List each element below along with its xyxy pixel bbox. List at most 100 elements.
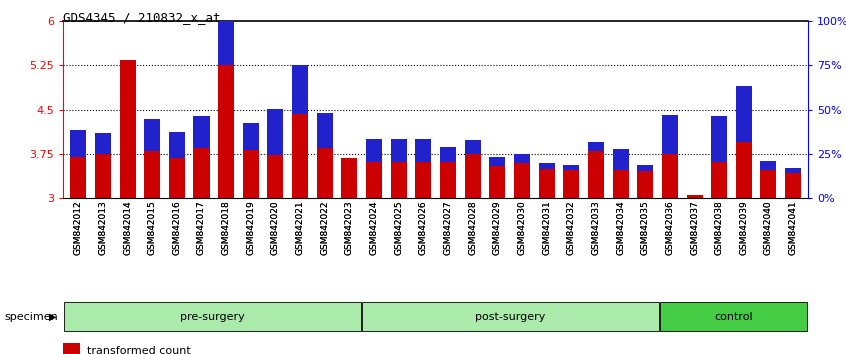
Bar [464, 154, 481, 198]
Text: GSM842028: GSM842028 [468, 200, 477, 255]
Text: GSM842016: GSM842016 [173, 200, 181, 255]
Text: GSM842024: GSM842024 [370, 200, 378, 255]
Text: pre-surgery: pre-surgery [180, 312, 244, 322]
Bar [316, 113, 332, 148]
Bar [70, 157, 86, 198]
Bar [660, 302, 807, 331]
Text: GSM842041: GSM842041 [788, 200, 798, 255]
Bar [144, 119, 160, 151]
Text: GSM842038: GSM842038 [715, 200, 723, 255]
Bar [292, 114, 308, 198]
Text: GSM842026: GSM842026 [419, 200, 428, 255]
Text: GSM842029: GSM842029 [493, 200, 502, 255]
Text: GSM842017: GSM842017 [197, 200, 206, 255]
Text: GSM842040: GSM842040 [764, 200, 773, 255]
Text: control: control [714, 312, 753, 322]
Text: GSM842018: GSM842018 [222, 200, 231, 255]
Text: GSM842038: GSM842038 [715, 200, 723, 255]
Bar [362, 302, 658, 331]
Text: GSM842027: GSM842027 [443, 200, 453, 255]
Text: GSM842034: GSM842034 [616, 200, 625, 255]
Bar [662, 115, 678, 154]
Text: GSM842036: GSM842036 [666, 200, 674, 255]
Text: GSM842041: GSM842041 [788, 200, 798, 255]
Text: GSM842033: GSM842033 [591, 200, 601, 255]
Bar [588, 142, 604, 151]
Bar [736, 142, 752, 198]
Text: GSM842020: GSM842020 [271, 200, 280, 255]
Bar [366, 162, 382, 198]
Text: GSM842024: GSM842024 [370, 200, 378, 255]
Bar [64, 302, 360, 331]
Text: GSM842031: GSM842031 [542, 200, 551, 255]
Bar [366, 139, 382, 162]
Text: GSM842022: GSM842022 [321, 200, 329, 255]
Bar [95, 133, 111, 154]
Text: GSM842020: GSM842020 [271, 200, 280, 255]
Bar [563, 165, 580, 170]
Bar [95, 154, 111, 198]
Bar [342, 158, 357, 198]
Bar [267, 155, 283, 198]
Text: post-surgery: post-surgery [475, 312, 546, 322]
Text: GSM842032: GSM842032 [567, 200, 576, 255]
Bar [169, 158, 185, 198]
Bar [761, 161, 777, 170]
Text: GSM842013: GSM842013 [98, 200, 107, 255]
Bar [662, 154, 678, 198]
Text: GSM842021: GSM842021 [295, 200, 305, 255]
Text: transformed count: transformed count [86, 346, 190, 354]
Bar [267, 109, 283, 155]
Bar [588, 151, 604, 198]
Bar [218, 0, 234, 65]
Text: GSM842029: GSM842029 [493, 200, 502, 255]
Text: GSM842022: GSM842022 [321, 200, 329, 255]
Text: GSM842031: GSM842031 [542, 200, 551, 255]
Text: GSM842017: GSM842017 [197, 200, 206, 255]
Text: GSM842015: GSM842015 [148, 200, 157, 255]
Text: GSM842014: GSM842014 [123, 200, 132, 255]
Bar [70, 130, 86, 157]
Bar [415, 162, 431, 198]
Text: GSM842018: GSM842018 [222, 200, 231, 255]
Bar [415, 139, 431, 162]
Text: GSM842037: GSM842037 [690, 200, 699, 255]
Bar [440, 162, 456, 198]
Text: GSM842039: GSM842039 [739, 200, 749, 255]
Text: GSM842032: GSM842032 [567, 200, 576, 255]
Text: GSM842014: GSM842014 [123, 200, 132, 255]
Text: GSM842039: GSM842039 [739, 200, 749, 255]
Text: GSM842025: GSM842025 [394, 200, 404, 255]
Bar [736, 86, 752, 142]
Bar [464, 140, 481, 154]
Bar [613, 149, 629, 170]
Text: GSM842026: GSM842026 [419, 200, 428, 255]
Bar [637, 171, 653, 198]
Bar [539, 169, 555, 198]
Bar [711, 116, 728, 162]
Bar [63, 343, 80, 354]
Text: GSM842028: GSM842028 [468, 200, 477, 255]
Bar [391, 162, 407, 198]
Text: GSM842030: GSM842030 [518, 200, 526, 255]
Bar [514, 163, 530, 198]
Bar [514, 154, 530, 163]
Bar [489, 157, 505, 166]
Bar [563, 170, 580, 198]
Text: GSM842040: GSM842040 [764, 200, 773, 255]
Text: GSM842012: GSM842012 [74, 200, 83, 255]
Text: GSM842037: GSM842037 [690, 200, 699, 255]
Text: GSM842012: GSM842012 [74, 200, 83, 255]
Text: GSM842013: GSM842013 [98, 200, 107, 255]
Bar [119, 59, 135, 198]
Bar [194, 116, 210, 148]
Text: GSM842030: GSM842030 [518, 200, 526, 255]
Text: GSM842036: GSM842036 [666, 200, 674, 255]
Bar [711, 162, 728, 198]
Text: GSM842021: GSM842021 [295, 200, 305, 255]
Bar [144, 151, 160, 198]
Bar [218, 65, 234, 198]
Text: GDS4345 / 210832_x_at: GDS4345 / 210832_x_at [63, 11, 221, 24]
Bar [637, 165, 653, 171]
Text: GSM842015: GSM842015 [148, 200, 157, 255]
